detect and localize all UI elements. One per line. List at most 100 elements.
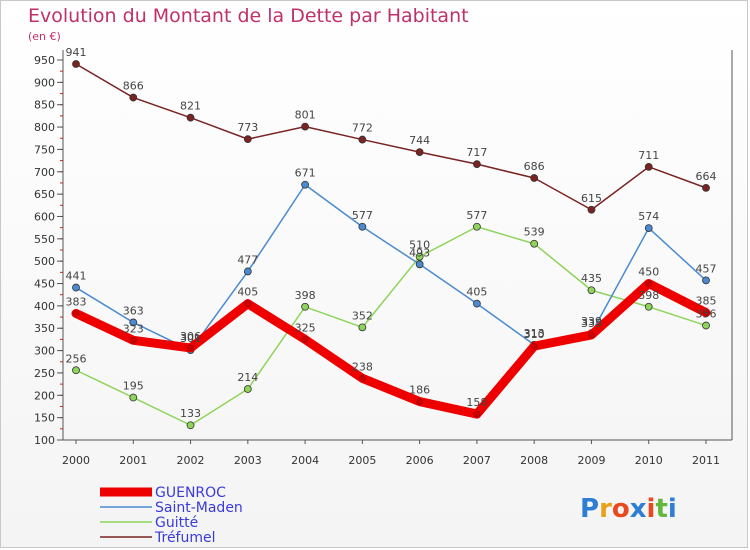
data-point (72, 366, 80, 375)
data-point (588, 331, 595, 339)
data-point (129, 393, 138, 402)
data-label: 801 (295, 109, 316, 122)
data-label: 477 (237, 253, 258, 266)
x-tick-label: 2008 (520, 454, 548, 467)
logo-letter: i (647, 494, 656, 524)
data-point (416, 398, 424, 405)
data-label: 574 (638, 210, 659, 223)
legend-label: Saint-Maden (155, 500, 243, 516)
legend-label: Guitté (155, 515, 198, 531)
data-point (358, 222, 367, 231)
data-label: 941 (66, 46, 87, 59)
y-tick-label: 450 (34, 278, 55, 291)
data-label: 158 (466, 396, 487, 409)
axes: 100 150 200 250 300 350 400 450 500 550 600 650 700 7… (34, 50, 733, 467)
data-label: 577 (466, 209, 487, 222)
y-tick-label: 550 (34, 233, 55, 246)
chart-title: Evolution du Montant de la Dette par Hab… (28, 5, 469, 27)
data-label: 238 (352, 360, 373, 373)
data-label: 577 (352, 209, 373, 222)
proxiti-logo: Proxiti (580, 494, 677, 524)
data-label: 385 (696, 295, 717, 308)
series-line-0 (71, 279, 711, 419)
y-tick-label: 400 (34, 300, 55, 313)
data-point (644, 224, 653, 232)
data-label: 615 (581, 192, 602, 205)
data-label: 711 (638, 149, 659, 162)
data-point (473, 410, 481, 418)
logo-letter: x (630, 494, 647, 524)
data-label: 866 (123, 80, 144, 93)
x-tick-label: 2000 (62, 454, 90, 467)
legend-label: GUENROC (155, 485, 226, 501)
data-label: 510 (409, 239, 430, 252)
data-point (587, 205, 596, 214)
x-tick-label: 2006 (406, 454, 434, 467)
data-label: 671 (295, 167, 316, 180)
y-tick-label: 350 (34, 322, 55, 335)
data-point (186, 421, 195, 430)
logo-letter: r (599, 494, 612, 524)
x-tick-label: 2007 (463, 454, 491, 467)
data-label: 450 (638, 266, 659, 279)
logo-letter: t (655, 494, 667, 524)
y-tick-label: 600 (34, 210, 55, 223)
x-tick-label: 2005 (348, 454, 376, 467)
data-label: 313 (524, 327, 545, 340)
x-tick-label: 2001 (119, 454, 147, 467)
data-point (530, 342, 538, 350)
chart-subtitle: (en €) (28, 30, 61, 43)
x-tick-label: 2004 (291, 454, 319, 467)
x-tick-label: 2002 (177, 454, 205, 467)
data-label: 133 (180, 407, 201, 420)
data-label: 539 (524, 226, 545, 239)
data-point (702, 309, 710, 316)
y-tick-label: 150 (34, 412, 55, 425)
legend-label: Tréfumel (154, 530, 216, 546)
data-point (702, 321, 710, 330)
data-point (129, 93, 138, 102)
data-point (301, 302, 309, 311)
data-label: 323 (123, 322, 144, 335)
data-point (702, 183, 710, 192)
data-point (301, 336, 309, 343)
data-label: 186 (409, 384, 430, 397)
data-point (187, 344, 194, 352)
data-label: 744 (409, 134, 430, 147)
data-point (358, 323, 367, 332)
data-point (415, 260, 424, 269)
y-tick-label: 950 (34, 54, 55, 67)
data-label: 256 (66, 352, 87, 365)
series-line-1 (75, 183, 707, 351)
data-label: 306 (180, 330, 201, 343)
data-point (72, 283, 80, 292)
x-tick-label: 2011 (692, 454, 720, 467)
series-line-3 (75, 63, 707, 211)
data-point (645, 280, 653, 287)
data-label: 405 (466, 286, 487, 299)
y-tick-label: 700 (34, 166, 55, 179)
data-label: 335 (581, 317, 602, 330)
data-point (129, 336, 137, 344)
data-label: 214 (237, 371, 258, 384)
data-label: 435 (581, 272, 602, 285)
data-label: 493 (409, 246, 430, 259)
data-label: 772 (352, 122, 373, 135)
data-label: 383 (66, 295, 87, 308)
logo-letter: o (612, 494, 630, 524)
x-tick-label: 2010 (635, 454, 663, 467)
data-point (129, 318, 138, 327)
data-point (587, 286, 596, 295)
data-point (644, 302, 653, 311)
data-point (301, 180, 309, 189)
data-label: 339 (581, 315, 602, 328)
x-tick-label: 2003 (234, 454, 262, 467)
data-label: 310 (524, 328, 545, 341)
y-tick-label: 750 (34, 143, 55, 156)
y-tick-label: 100 (34, 434, 55, 447)
y-tick-label: 500 (34, 255, 55, 268)
data-point (530, 239, 539, 248)
y-tick-label: 250 (34, 367, 55, 380)
